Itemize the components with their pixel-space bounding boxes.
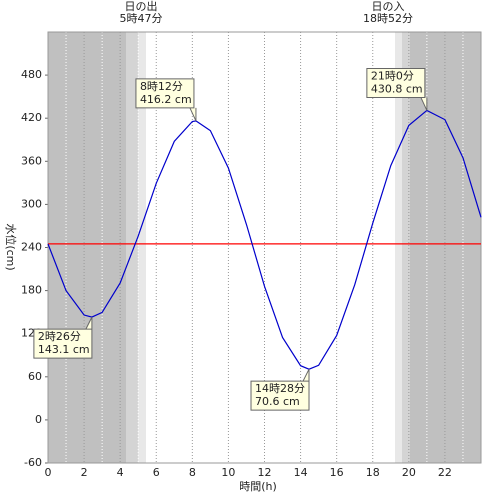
sunset-label: 日の入 bbox=[372, 0, 405, 13]
x-tick-label: 16 bbox=[330, 466, 344, 479]
callout-level: 143.1 cm bbox=[38, 343, 90, 356]
callout-level: 430.8 cm bbox=[371, 82, 423, 95]
x-tick-label: 18 bbox=[366, 466, 380, 479]
y-tick-label: 420 bbox=[21, 111, 42, 124]
night-shade bbox=[48, 32, 126, 463]
callout-time: 14時28分 bbox=[255, 382, 305, 395]
twilight-shade bbox=[138, 32, 146, 463]
x-axis-title: 時間(h) bbox=[239, 480, 277, 493]
callout-time: 8時12分 bbox=[140, 80, 183, 93]
callout-box bbox=[366, 67, 428, 111]
twilight-shade bbox=[395, 32, 402, 463]
callout-level: 416.2 cm bbox=[140, 93, 192, 106]
callout-box bbox=[33, 316, 93, 359]
x-tick-label: 20 bbox=[402, 466, 416, 479]
night-shade bbox=[410, 32, 481, 463]
sunrise-time: 5時47分 bbox=[120, 12, 163, 25]
x-tick-label: 4 bbox=[117, 466, 124, 479]
callout-box bbox=[135, 78, 197, 122]
twilight-shade bbox=[126, 32, 138, 463]
y-tick-label: 360 bbox=[21, 154, 42, 167]
y-tick-label: 0 bbox=[35, 413, 42, 426]
y-tick-label: 240 bbox=[21, 241, 42, 254]
x-tick-label: 22 bbox=[438, 466, 452, 479]
y-tick-label: 180 bbox=[21, 284, 42, 297]
y-tick-label: 480 bbox=[21, 68, 42, 81]
callout-level: 70.6 cm bbox=[255, 395, 300, 408]
x-tick-label: 14 bbox=[294, 466, 308, 479]
y-axis-title: 水位(cm) bbox=[4, 223, 18, 270]
x-tick-label: 0 bbox=[45, 466, 52, 479]
sunset-time: 18時52分 bbox=[363, 12, 413, 25]
callout-time: 2時26分 bbox=[38, 330, 81, 343]
sunrise-label: 日の出 bbox=[125, 0, 158, 13]
x-tick-label: 12 bbox=[258, 466, 272, 479]
callout-box bbox=[250, 368, 310, 411]
y-tick-label: 60 bbox=[28, 370, 42, 383]
callout-time: 21時0分 bbox=[371, 69, 414, 82]
x-tick-label: 8 bbox=[189, 466, 196, 479]
twilight-shade bbox=[402, 32, 410, 463]
tide-line bbox=[47, 109, 482, 370]
x-tick-label: 6 bbox=[153, 466, 160, 479]
x-tick-label: 10 bbox=[221, 466, 235, 479]
y-tick-label: -60 bbox=[24, 456, 42, 469]
x-tick-label: 2 bbox=[81, 466, 88, 479]
y-tick-label: 300 bbox=[21, 197, 42, 210]
plot-border bbox=[47, 31, 482, 464]
